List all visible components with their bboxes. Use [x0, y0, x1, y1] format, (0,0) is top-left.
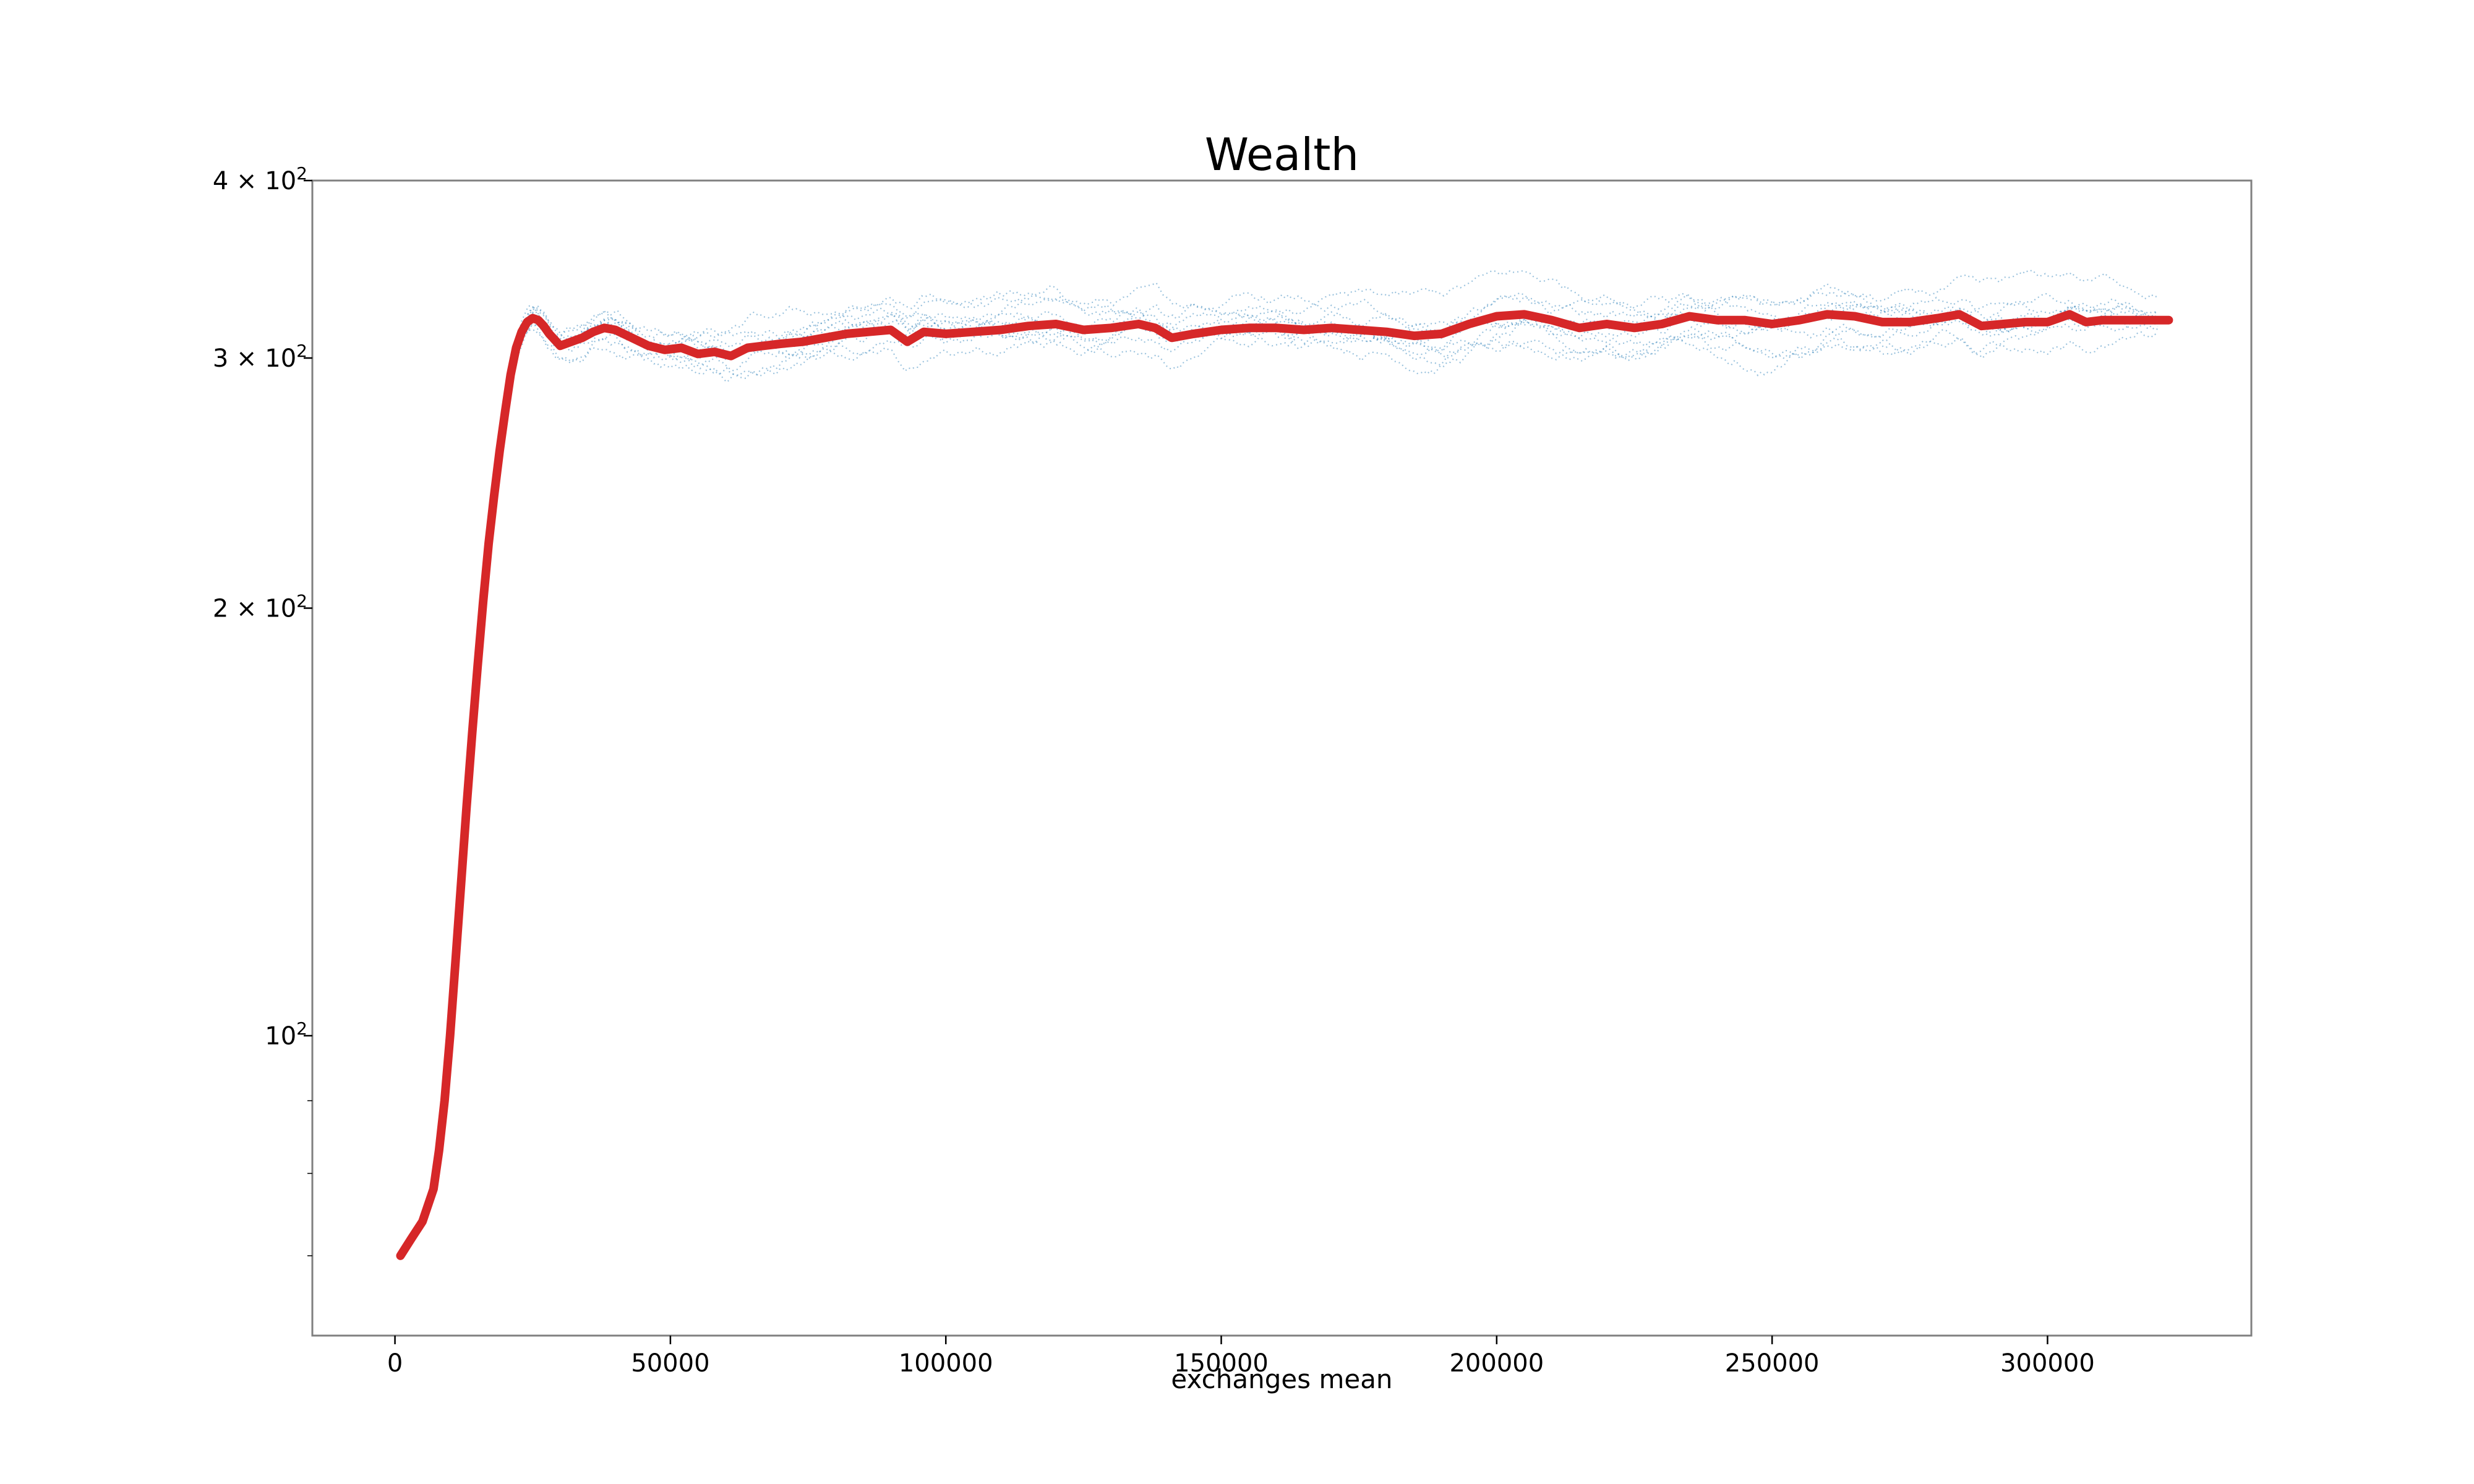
- y-tick-label: 4 × 102: [213, 163, 307, 195]
- x-tick-label: 100000: [899, 1349, 993, 1378]
- mean-series-line: [396, 310, 2173, 1260]
- x-tick-label: 300000: [2000, 1349, 2095, 1378]
- x-axis-title: exchanges mean: [1171, 1364, 1392, 1394]
- x-tick-label: 0: [387, 1349, 403, 1378]
- y-tick-label: 3 × 102: [213, 341, 307, 373]
- x-tick-label: 250000: [1725, 1349, 1820, 1378]
- sample-run-line: [504, 269, 2158, 408]
- sample-run-line: [504, 292, 2158, 411]
- sample-run-line: [504, 320, 2159, 411]
- x-tick-label: 150000: [1174, 1349, 1269, 1378]
- axis-ticks: 0 50000 100000 150000 200000 250000 300000 102 2…: [213, 163, 2095, 1378]
- y-tick-label: 2 × 102: [213, 591, 307, 623]
- chart-title: Wealth: [1205, 129, 1359, 181]
- sample-run-line: [504, 296, 2158, 413]
- y-tick-label: 102: [265, 1018, 307, 1051]
- plot-frame: [311, 179, 2253, 1337]
- sample-run-line: [504, 299, 2159, 412]
- x-tick-label: 200000: [1449, 1349, 1544, 1378]
- sample-run-line: [504, 292, 2159, 412]
- sample-run-line: [504, 283, 2159, 411]
- x-tick-label: 50000: [631, 1349, 709, 1378]
- mean-series: [396, 310, 2173, 1260]
